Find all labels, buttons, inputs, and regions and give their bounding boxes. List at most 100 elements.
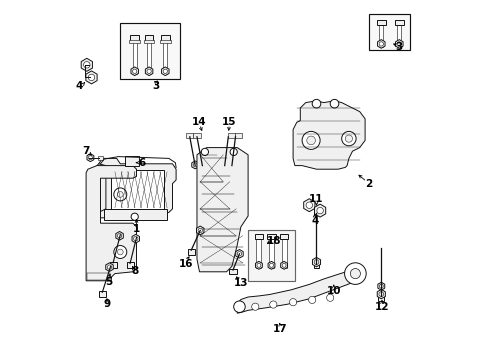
Bar	[144, 35, 153, 41]
Polygon shape	[132, 234, 139, 243]
Polygon shape	[105, 263, 113, 271]
Polygon shape	[280, 261, 287, 269]
Circle shape	[305, 202, 312, 208]
Bar	[187, 249, 194, 255]
Polygon shape	[314, 204, 325, 217]
Text: 16: 16	[179, 258, 193, 269]
Polygon shape	[377, 40, 384, 48]
Polygon shape	[199, 161, 205, 169]
Polygon shape	[86, 71, 97, 84]
Polygon shape	[221, 161, 228, 169]
Circle shape	[329, 99, 338, 108]
Polygon shape	[312, 257, 320, 267]
Circle shape	[311, 99, 320, 108]
Circle shape	[193, 163, 197, 167]
Bar	[268, 239, 273, 268]
Text: 5: 5	[104, 276, 112, 287]
Circle shape	[229, 163, 233, 167]
Bar	[376, 20, 385, 25]
Polygon shape	[292, 101, 365, 169]
Bar	[98, 156, 103, 160]
Bar	[227, 133, 234, 138]
Polygon shape	[395, 40, 402, 48]
Circle shape	[378, 292, 383, 297]
Polygon shape	[303, 199, 314, 212]
Polygon shape	[131, 67, 138, 76]
Circle shape	[341, 131, 355, 146]
Text: 15: 15	[222, 117, 236, 127]
Polygon shape	[86, 166, 136, 281]
Bar	[313, 263, 319, 268]
Bar	[132, 41, 137, 74]
Circle shape	[302, 131, 320, 149]
Circle shape	[117, 249, 123, 255]
Polygon shape	[236, 269, 356, 313]
Polygon shape	[376, 289, 385, 299]
Text: 18: 18	[266, 236, 281, 246]
Bar	[120, 23, 179, 79]
Circle shape	[251, 303, 258, 310]
Circle shape	[378, 42, 383, 46]
Circle shape	[230, 148, 237, 156]
Circle shape	[114, 188, 126, 201]
Text: 12: 12	[374, 302, 388, 312]
Bar	[266, 234, 275, 239]
Circle shape	[201, 148, 208, 156]
Polygon shape	[95, 164, 106, 218]
Circle shape	[316, 207, 323, 214]
Circle shape	[237, 252, 241, 256]
Bar	[234, 133, 242, 138]
Bar	[378, 25, 383, 47]
Text: 3: 3	[152, 81, 160, 91]
Text: 7: 7	[82, 146, 90, 156]
Bar	[229, 269, 236, 274]
Text: 4: 4	[310, 216, 318, 226]
Bar	[129, 40, 140, 43]
Circle shape	[344, 263, 366, 284]
Circle shape	[222, 163, 226, 167]
Bar	[146, 41, 151, 74]
Polygon shape	[87, 154, 94, 162]
Polygon shape	[267, 261, 274, 269]
Text: 11: 11	[308, 194, 323, 204]
Circle shape	[131, 213, 138, 220]
Circle shape	[396, 42, 401, 46]
Circle shape	[198, 228, 202, 233]
Circle shape	[345, 135, 352, 142]
Circle shape	[256, 263, 260, 267]
Circle shape	[379, 284, 383, 288]
Bar	[87, 273, 110, 280]
Polygon shape	[228, 161, 235, 169]
Bar	[247, 230, 294, 281]
Text: 10: 10	[326, 286, 340, 296]
Circle shape	[88, 156, 92, 159]
Circle shape	[163, 69, 167, 73]
Bar	[130, 35, 139, 41]
Text: 6: 6	[138, 158, 145, 168]
Bar	[111, 170, 163, 210]
Circle shape	[200, 163, 204, 167]
Text: 1: 1	[133, 224, 140, 234]
Circle shape	[269, 301, 276, 308]
Circle shape	[133, 237, 138, 241]
Circle shape	[117, 192, 123, 197]
Polygon shape	[81, 58, 92, 71]
Bar	[186, 133, 193, 138]
Circle shape	[146, 69, 151, 73]
Text: 13: 13	[233, 278, 247, 288]
Bar	[110, 262, 117, 268]
Circle shape	[83, 62, 90, 68]
Circle shape	[306, 136, 315, 145]
Circle shape	[269, 263, 273, 267]
Polygon shape	[95, 158, 176, 218]
Circle shape	[114, 246, 126, 258]
Circle shape	[282, 263, 285, 267]
Circle shape	[289, 298, 296, 306]
Text: 17: 17	[273, 324, 287, 334]
Bar	[281, 239, 286, 268]
Text: 4: 4	[76, 81, 83, 91]
Polygon shape	[235, 249, 243, 258]
Bar	[396, 25, 401, 47]
Text: 8: 8	[131, 266, 138, 276]
Polygon shape	[197, 148, 247, 272]
